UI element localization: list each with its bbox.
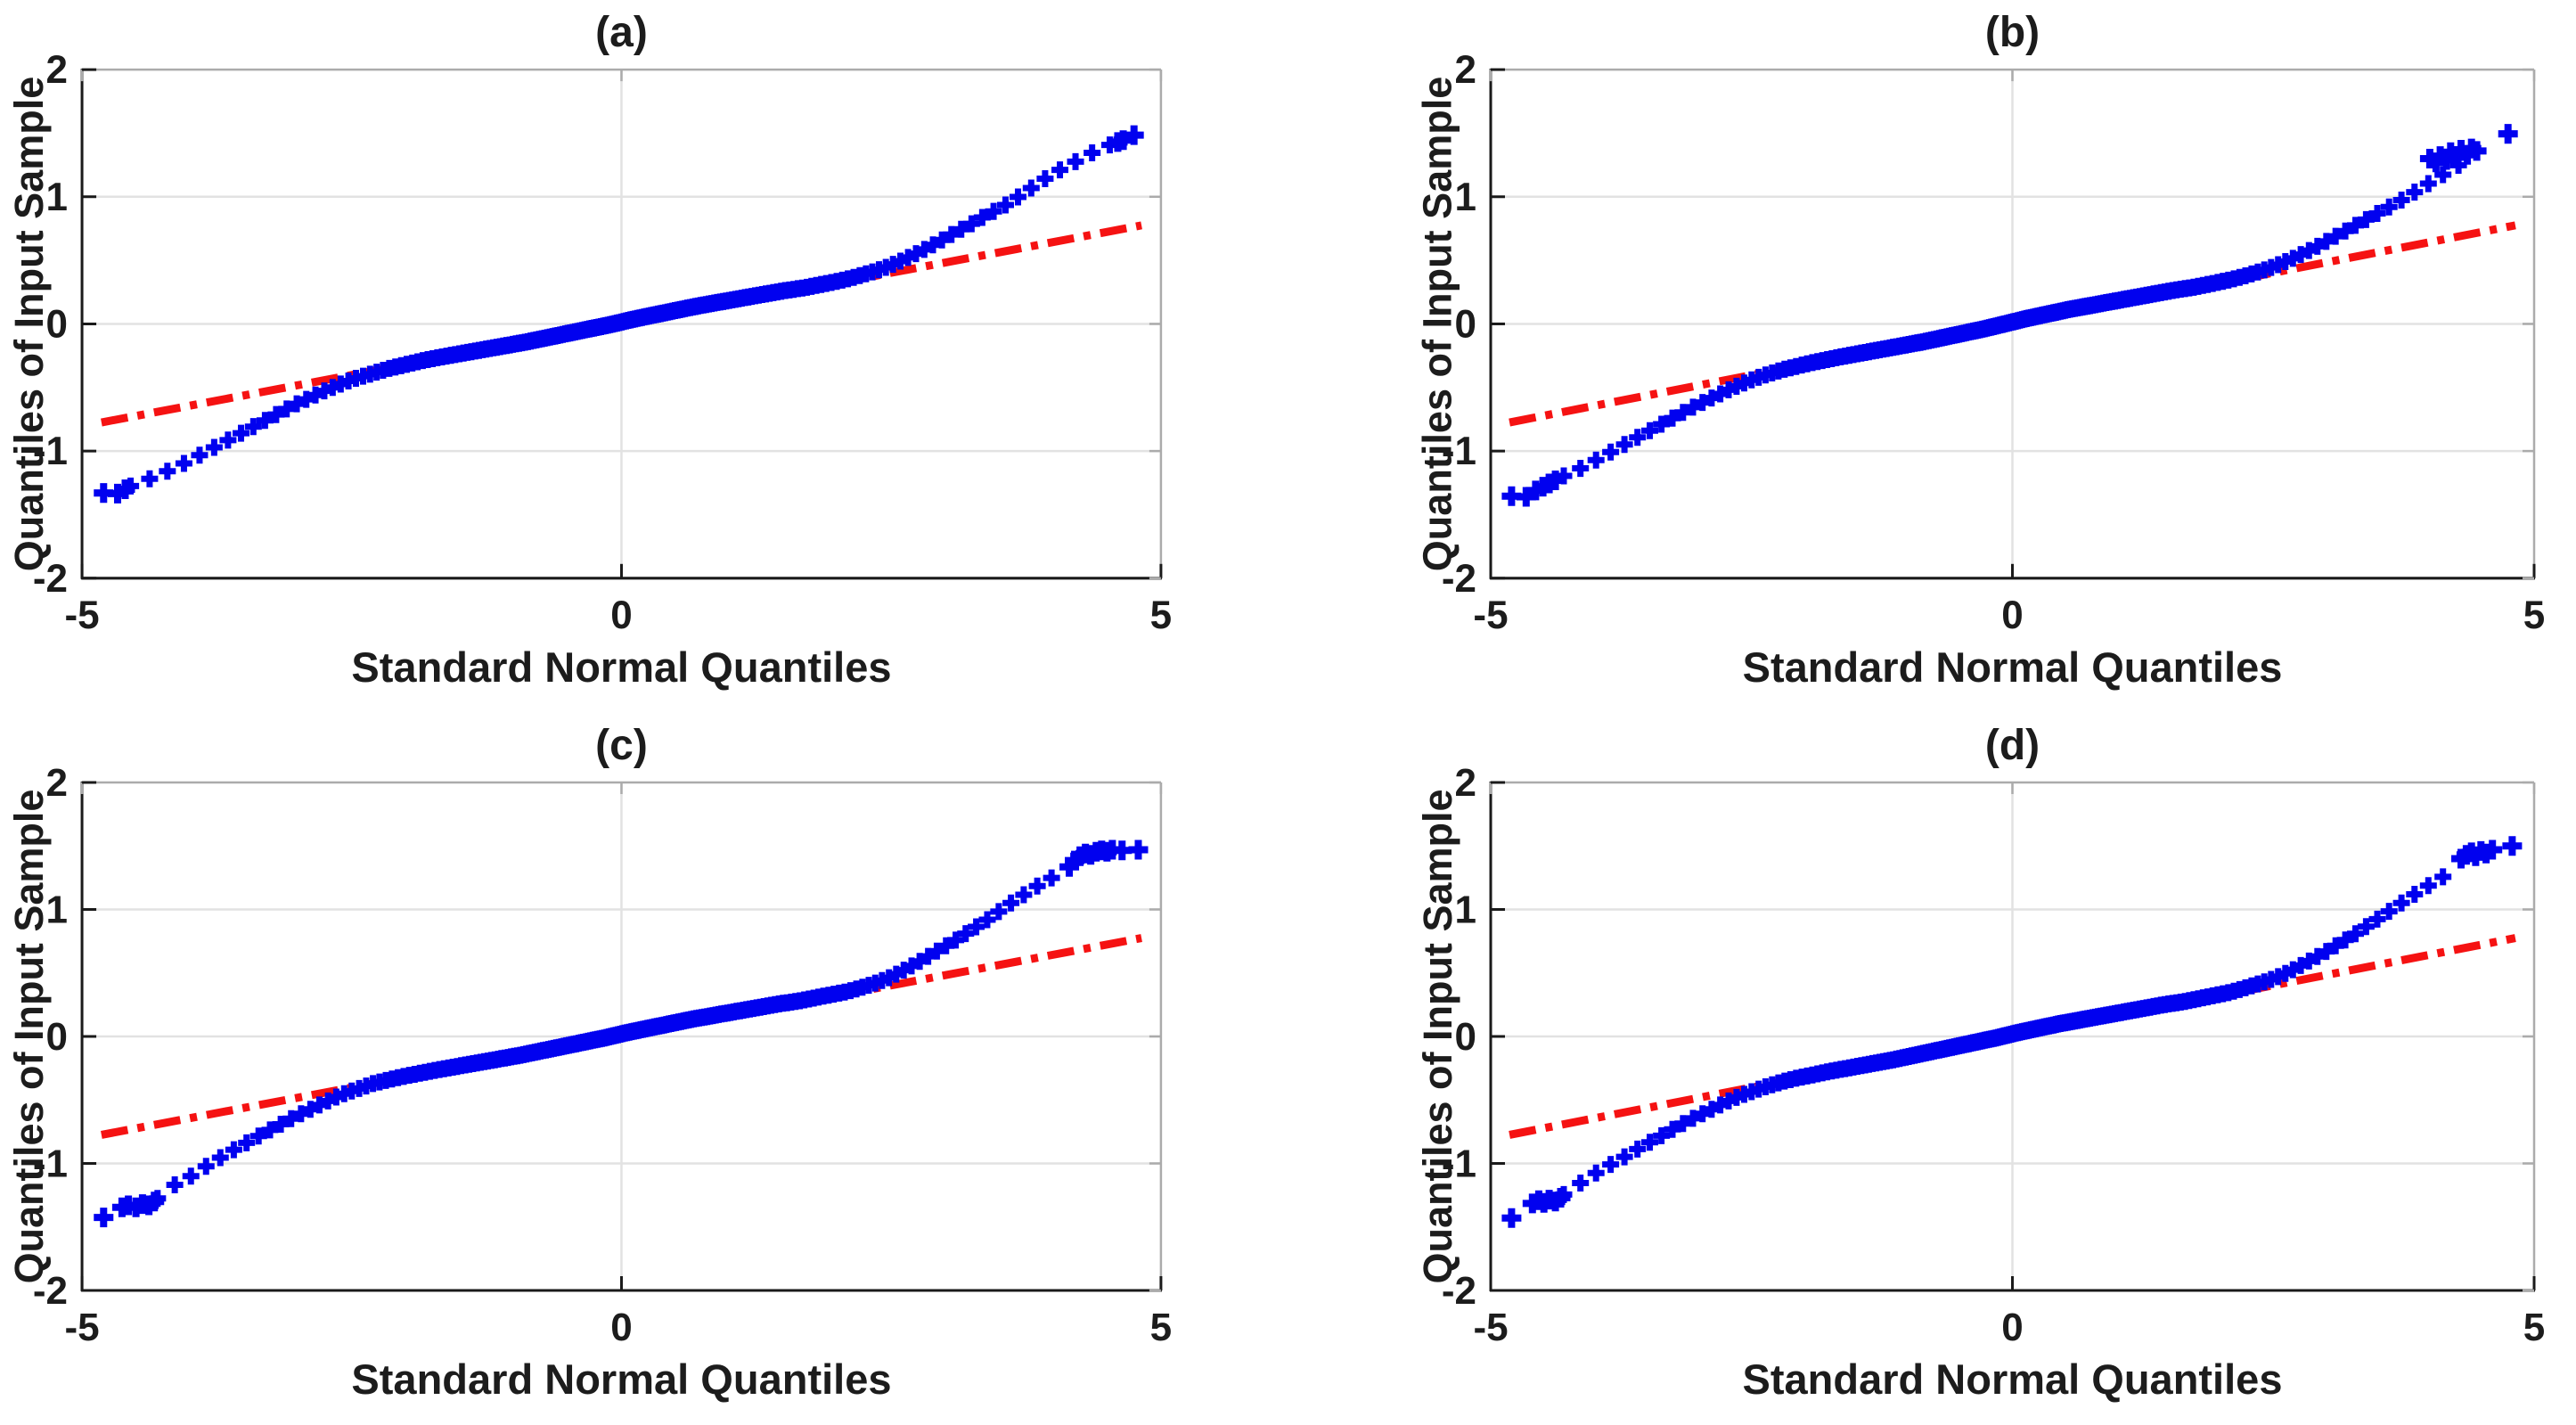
qq-plot-panel-a: -5 0 5 -2 -1 0 1 2 (a) Standard Normal Quantiles Q…	[6, 9, 1172, 691]
qq-scatter-series	[1555, 156, 2467, 485]
x-axis-label: Standard Normal Quantiles	[351, 643, 891, 691]
y-tick-label: 1	[1455, 176, 1476, 219]
y-tick-label: -1	[1442, 1142, 1476, 1186]
qq-tail-markers	[1501, 836, 2523, 1228]
panel-cell-d: -5 0 5 -2 -1 0 1 2 (d) Standard Normal Quantiles Q…	[1288, 713, 2576, 1425]
y-axis-label: Quantiles of Input Sample	[6, 77, 52, 572]
qq-tail-markers	[1501, 124, 2518, 507]
reference-line	[1509, 221, 2516, 427]
y-tick-label: 0	[46, 1015, 68, 1059]
panel-cell-c: -5 0 5 -2 -1 0 1 2 (c) Standard Normal Quantiles Q…	[0, 713, 1288, 1425]
y-axis-label: Quantiles of Input Sample	[1415, 77, 1460, 572]
reference-line	[1509, 934, 2516, 1139]
y-tick-label: -2	[33, 557, 68, 601]
panel-title: (d)	[1985, 722, 2040, 769]
x-tick-label: -5	[64, 594, 99, 637]
x-tick-label: 5	[2523, 594, 2545, 637]
y-tick-label: -1	[33, 430, 68, 473]
y-tick-label: 2	[1455, 761, 1476, 805]
y-tick-label: 0	[46, 302, 68, 346]
x-axis-label: Standard Normal Quantiles	[351, 1355, 891, 1403]
y-tick-label: 1	[46, 889, 68, 932]
y-tick-label: 0	[1455, 1015, 1476, 1059]
panel-title: (b)	[1985, 9, 2040, 56]
qq-tail-markers	[94, 839, 1149, 1228]
qq-scatter-series	[149, 869, 1060, 1208]
y-tick-label: 1	[1455, 889, 1476, 932]
qq-scatter-series	[122, 136, 1118, 495]
x-axis-label: Standard Normal Quantiles	[1743, 643, 2283, 691]
qq-plot-panel-d: -5 0 5 -2 -1 0 1 2 (d) Standard Normal Quantiles Q…	[1415, 722, 2545, 1403]
x-tick-label: 5	[2523, 1306, 2545, 1349]
panel-cell-b: -5 0 5 -2 -1 0 1 2 (b) Standard Normal Quantiles Q…	[1288, 0, 2576, 713]
x-tick-label: -5	[64, 1306, 99, 1349]
panel-title: (a)	[595, 9, 648, 56]
x-tick-label: 0	[2001, 1306, 2023, 1349]
reference-line	[101, 221, 1142, 427]
y-tick-label: 2	[46, 48, 68, 92]
y-tick-label: -1	[33, 1142, 68, 1186]
qq-plot-panel-b: -5 0 5 -2 -1 0 1 2 (b) Standard Normal Quantiles Q…	[1415, 9, 2545, 691]
x-tick-label: 0	[2001, 594, 2023, 637]
x-tick-label: 0	[610, 594, 632, 637]
y-tick-label: -2	[1442, 557, 1476, 601]
x-tick-label: 0	[610, 1306, 632, 1349]
panel-title: (c)	[595, 722, 648, 769]
y-tick-label: 0	[1455, 302, 1476, 346]
qq-plot-panel-c: -5 0 5 -2 -1 0 1 2 (c) Standard Normal Quantiles Q…	[6, 722, 1172, 1403]
y-tick-label: 2	[46, 761, 68, 805]
y-axis-label: Quantiles of Input Sample	[1415, 789, 1460, 1283]
x-tick-label: 5	[1150, 594, 1172, 637]
x-tick-label: -5	[1473, 594, 1508, 637]
y-tick-label: 2	[1455, 48, 1476, 92]
y-tick-label: -2	[1442, 1269, 1476, 1313]
x-tick-label: -5	[1473, 1306, 1508, 1349]
y-tick-label: -1	[1442, 430, 1476, 473]
y-axis-label: Quantiles of Input Sample	[6, 790, 52, 1284]
panel-cell-a: -5 0 5 -2 -1 0 1 2 (a) Standard Normal Quantiles Q…	[0, 0, 1288, 713]
y-tick-label: 1	[46, 176, 68, 219]
y-tick-label: -2	[33, 1269, 68, 1313]
x-axis-label: Standard Normal Quantiles	[1743, 1355, 2283, 1403]
reference-line	[101, 934, 1142, 1139]
qq-tail-markers	[94, 125, 1144, 504]
x-tick-label: 5	[1150, 1306, 1172, 1349]
